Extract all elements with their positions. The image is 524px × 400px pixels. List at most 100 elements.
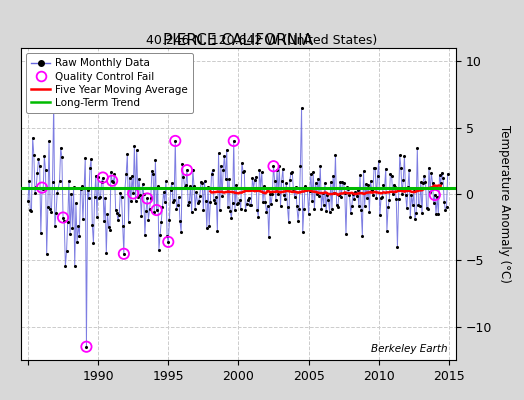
Point bbox=[24, 198, 32, 204]
Point bbox=[347, 202, 356, 209]
Point bbox=[97, 179, 106, 185]
Point bbox=[179, 174, 188, 180]
Point bbox=[230, 138, 238, 144]
Point bbox=[172, 206, 181, 212]
Point bbox=[417, 179, 425, 186]
Point bbox=[45, 138, 53, 144]
Point bbox=[89, 240, 97, 246]
Point bbox=[75, 232, 84, 239]
Point bbox=[160, 198, 169, 205]
Point bbox=[401, 192, 410, 198]
Point bbox=[391, 184, 399, 190]
Point bbox=[341, 190, 349, 196]
Point bbox=[396, 152, 404, 158]
Point bbox=[305, 188, 314, 194]
Point bbox=[246, 202, 254, 208]
Point bbox=[410, 188, 418, 194]
Point bbox=[233, 201, 242, 208]
Point bbox=[317, 206, 325, 212]
Point bbox=[38, 184, 46, 191]
Point bbox=[303, 186, 312, 192]
Point bbox=[364, 182, 373, 188]
Point bbox=[103, 210, 112, 217]
Point bbox=[231, 207, 239, 213]
Point bbox=[148, 168, 156, 174]
Point bbox=[171, 138, 180, 144]
Point bbox=[283, 204, 292, 211]
Point bbox=[399, 177, 408, 183]
Point bbox=[92, 172, 100, 179]
Point bbox=[326, 179, 335, 185]
Point bbox=[393, 244, 401, 250]
Point bbox=[134, 194, 142, 200]
Point bbox=[271, 196, 280, 203]
Point bbox=[235, 196, 244, 203]
Point bbox=[433, 194, 441, 200]
Point bbox=[269, 163, 278, 170]
Point bbox=[198, 180, 206, 186]
Point bbox=[64, 177, 73, 184]
Point bbox=[294, 217, 302, 224]
Point bbox=[141, 232, 149, 238]
Point bbox=[114, 217, 122, 223]
Point bbox=[193, 200, 202, 206]
Point bbox=[431, 192, 439, 198]
Point bbox=[80, 185, 88, 191]
Point bbox=[377, 194, 385, 201]
Point bbox=[254, 213, 263, 220]
Point bbox=[54, 184, 62, 191]
Point bbox=[375, 158, 383, 164]
Point bbox=[263, 209, 271, 215]
Point bbox=[413, 145, 421, 151]
Point bbox=[287, 170, 295, 176]
Point bbox=[315, 193, 323, 199]
Point bbox=[206, 199, 214, 205]
Point bbox=[381, 165, 390, 172]
Point bbox=[108, 178, 116, 184]
Point bbox=[357, 207, 365, 214]
Point bbox=[342, 231, 350, 238]
Point bbox=[411, 216, 419, 222]
Point bbox=[144, 217, 152, 223]
Point bbox=[27, 208, 36, 214]
Point bbox=[132, 198, 140, 204]
Point bbox=[38, 184, 46, 191]
Point bbox=[273, 167, 281, 173]
Point bbox=[428, 180, 436, 186]
Point bbox=[94, 174, 102, 180]
Point bbox=[268, 190, 277, 197]
Point bbox=[219, 166, 227, 173]
Point bbox=[26, 207, 35, 213]
Point bbox=[270, 178, 279, 184]
Point bbox=[63, 219, 72, 225]
Point bbox=[129, 190, 137, 197]
Point bbox=[385, 197, 394, 203]
Point bbox=[295, 206, 303, 212]
Point bbox=[188, 209, 196, 216]
Point bbox=[47, 209, 56, 215]
Point bbox=[351, 189, 359, 196]
Point bbox=[240, 168, 248, 174]
Point bbox=[245, 194, 253, 201]
Point bbox=[275, 163, 283, 170]
Point bbox=[440, 199, 449, 205]
Point bbox=[369, 192, 377, 198]
Point bbox=[182, 182, 190, 188]
Point bbox=[281, 195, 289, 202]
Point bbox=[297, 104, 305, 111]
Point bbox=[177, 229, 185, 236]
Point bbox=[129, 190, 137, 197]
Point bbox=[321, 180, 329, 186]
Point bbox=[199, 207, 208, 214]
Point bbox=[56, 178, 64, 184]
Point bbox=[434, 211, 443, 218]
Point bbox=[435, 172, 444, 178]
Point bbox=[46, 206, 54, 212]
Point bbox=[39, 186, 47, 192]
Point bbox=[238, 160, 246, 166]
Point bbox=[99, 174, 107, 181]
Point bbox=[119, 250, 128, 257]
Point bbox=[200, 178, 209, 184]
Point bbox=[136, 192, 145, 198]
Point bbox=[117, 194, 126, 200]
